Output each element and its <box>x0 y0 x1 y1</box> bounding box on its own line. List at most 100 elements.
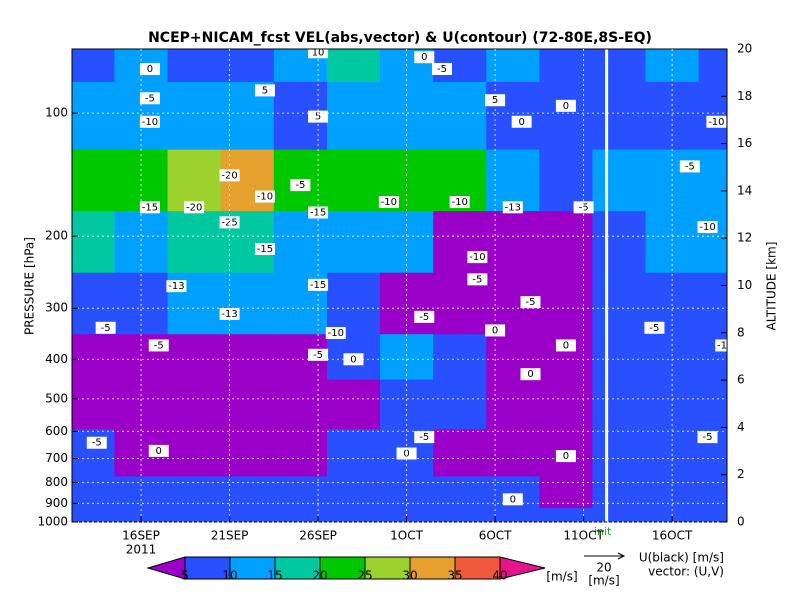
contour-label: -25 <box>221 217 237 228</box>
colorbar-label: 15 <box>267 569 282 583</box>
field-cell <box>220 333 275 380</box>
contour-label: -5 <box>437 64 447 75</box>
field-cell <box>380 272 434 335</box>
contour-label: -5 <box>472 274 482 285</box>
field-cell <box>114 475 169 509</box>
y-tick-label: 800 <box>45 475 68 489</box>
contour-label: -10 <box>717 340 733 351</box>
legend-line: U(black) [m/s] <box>639 551 724 565</box>
field-cell <box>167 333 222 380</box>
field-cell <box>433 475 487 509</box>
contour-label: -10 <box>708 117 724 128</box>
field-cell <box>220 507 275 522</box>
field-cell <box>592 475 647 509</box>
contour-label-box <box>148 444 169 457</box>
field-cell <box>539 272 593 335</box>
field-cell <box>72 507 115 522</box>
contour-label-box <box>679 160 700 173</box>
y-axis-label: PRESSURE [hPa] <box>23 237 37 335</box>
field-cell <box>72 379 115 430</box>
field-cell <box>645 428 700 477</box>
y2-tick-label: 14 <box>737 183 752 197</box>
field-cell <box>592 272 647 335</box>
contour-label-box <box>467 251 488 264</box>
contour-label: -13 <box>505 202 521 213</box>
contour-label-box <box>697 221 718 234</box>
field: -15 -20-20-25-10-5-15-10 -10 -13 -5-15-13 -15… <box>72 49 733 522</box>
contour-label: -20 <box>186 202 202 213</box>
chart-title: NCEP+NICAM_fcst VEL(abs,vector) & U(cont… <box>148 30 652 46</box>
field-cell <box>433 81 487 150</box>
contour-label-box <box>95 321 116 334</box>
field-cell <box>539 49 593 82</box>
contour-label: 0 <box>563 101 569 112</box>
contour-label-box <box>502 493 523 506</box>
contour-label: -10 <box>469 252 485 263</box>
field-cell <box>433 49 487 82</box>
contour-label: 0 <box>527 369 533 380</box>
colorbar-label: 30 <box>402 569 417 583</box>
y2-tick-label: 4 <box>737 420 745 434</box>
contour-label-box <box>325 327 346 340</box>
contour-label-box <box>219 216 240 229</box>
field-cell <box>592 149 647 212</box>
field-cell <box>539 507 593 522</box>
field-cell <box>433 379 487 430</box>
contour-label-box <box>308 49 329 59</box>
legend-line: vector: (U,V) <box>648 565 724 579</box>
y-tick-label: 600 <box>45 424 68 438</box>
contour-label: -5 <box>419 432 429 443</box>
field-cell <box>698 49 727 82</box>
field-cell <box>220 379 275 430</box>
y2-tick-label: 0 <box>737 515 745 529</box>
field-cell <box>433 333 487 380</box>
x-tick-label: 16OCT <box>652 529 693 543</box>
field-cell <box>539 210 593 273</box>
field-cell <box>167 379 222 430</box>
contour-label-box <box>706 115 727 128</box>
contour-label-box <box>254 84 275 97</box>
init-label: init <box>594 525 612 538</box>
contour-label: 0 <box>147 64 153 75</box>
contour-label: -5 <box>154 340 164 351</box>
contour-label-box <box>148 339 169 352</box>
colorbar-label: 5 <box>181 569 189 583</box>
contour-label: -10 <box>257 192 273 203</box>
field-cell <box>380 475 434 509</box>
contour-label: 0 <box>563 451 569 462</box>
field-cell <box>433 428 487 477</box>
y2-tick-label: 8 <box>737 325 745 339</box>
contour-label-box <box>378 196 399 209</box>
contour-label-box <box>139 115 160 128</box>
y2-axis-label: ALTITUDE [km] <box>765 242 779 331</box>
field-cell <box>592 333 647 380</box>
x-tick-label: 26SEP <box>299 529 337 543</box>
x-tick-label: 21SEP <box>211 529 249 543</box>
y-tick-label: 200 <box>45 229 68 243</box>
field-cell <box>645 333 700 380</box>
contour-label-box <box>166 280 187 293</box>
y2-tick-label: 6 <box>737 373 745 387</box>
contour-label-box <box>139 62 160 75</box>
y2-tick-label: 2 <box>737 467 745 481</box>
contour-label: -10 <box>699 222 715 233</box>
field-cell <box>592 428 647 477</box>
field-cell <box>167 428 222 477</box>
field-cell <box>486 81 540 150</box>
field-cell <box>592 81 647 150</box>
contour-label-box <box>644 321 665 334</box>
field-cell <box>72 149 115 212</box>
field-cell <box>698 475 727 509</box>
x-tick-label: 16SEP <box>122 529 160 543</box>
colorbar-label: 10 <box>222 569 237 583</box>
field-cell <box>698 272 727 335</box>
contour-label-box <box>308 110 329 123</box>
field-cell <box>326 81 381 150</box>
field-cell <box>167 507 222 522</box>
contour-label: 5 <box>262 85 268 96</box>
contour-label-box <box>254 190 275 203</box>
y-tick-label: 400 <box>45 352 68 366</box>
field-cell <box>167 81 222 150</box>
contour-label-box <box>467 273 488 286</box>
